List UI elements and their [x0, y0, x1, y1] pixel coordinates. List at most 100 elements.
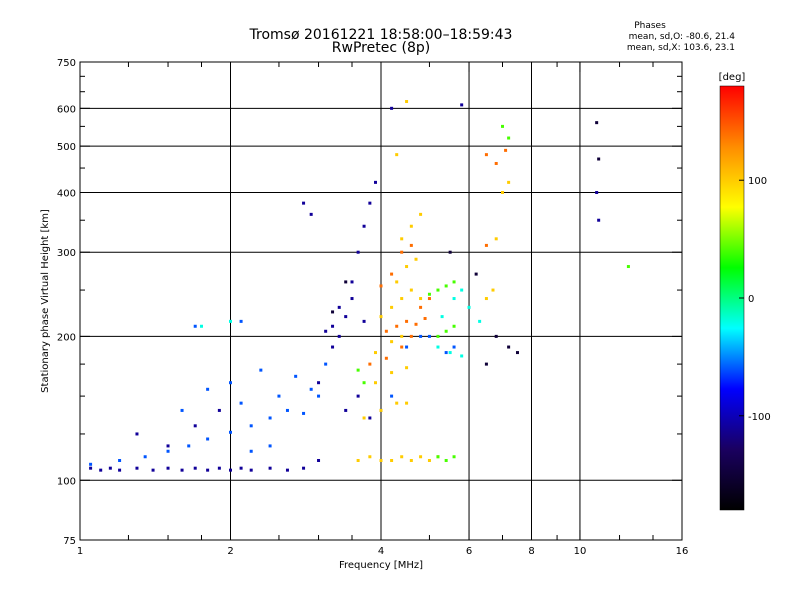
data-point — [484, 243, 488, 247]
data-point — [249, 468, 253, 472]
x-tick-label: 4 — [378, 546, 384, 557]
data-point — [268, 466, 272, 470]
data-point — [494, 237, 498, 241]
data-point — [419, 297, 423, 301]
data-point — [400, 250, 404, 254]
x-tick-label: 16 — [676, 546, 689, 557]
data-point — [419, 212, 423, 216]
colorbar-label: [deg] — [719, 72, 746, 83]
data-point — [368, 362, 372, 366]
data-point — [507, 180, 511, 184]
data-point — [324, 362, 328, 366]
data-point — [484, 297, 488, 301]
data-point — [166, 444, 170, 448]
data-point — [460, 103, 464, 107]
data-point — [193, 324, 197, 328]
data-point — [180, 408, 184, 412]
data-point — [491, 288, 495, 292]
data-point — [331, 345, 335, 349]
data-point — [229, 430, 232, 434]
data-point — [285, 408, 289, 412]
data-point — [400, 345, 404, 349]
data-point — [350, 280, 354, 284]
data-point — [379, 315, 383, 319]
data-point — [193, 424, 197, 428]
data-point — [344, 315, 348, 319]
data-point — [374, 180, 378, 184]
scatter-points — [89, 100, 630, 472]
data-point — [362, 224, 366, 228]
data-point — [504, 148, 508, 152]
data-point — [405, 100, 409, 104]
data-point — [344, 408, 348, 412]
data-point — [474, 272, 478, 276]
data-point — [374, 381, 378, 385]
colorbar-tick-label: -100 — [748, 412, 771, 423]
data-point — [324, 329, 328, 333]
data-point — [302, 201, 306, 205]
data-point — [379, 458, 383, 462]
data-point — [356, 394, 360, 398]
data-point — [206, 387, 210, 391]
data-point — [395, 324, 399, 328]
data-point — [405, 366, 409, 370]
data-point — [285, 468, 289, 472]
data-point — [595, 190, 599, 194]
data-point — [597, 218, 601, 222]
data-point — [452, 324, 456, 328]
data-point — [444, 329, 448, 333]
data-point — [108, 466, 112, 470]
data-point — [374, 351, 378, 355]
data-point — [626, 265, 630, 269]
data-point — [452, 345, 456, 349]
data-point — [400, 297, 404, 301]
data-point — [268, 416, 272, 420]
data-point — [427, 292, 431, 296]
data-point — [368, 201, 372, 205]
axis-ticks: 1 2 4 6 8 10 16 75 100 200 300 400 500 600 750 — [57, 58, 688, 557]
data-point — [294, 374, 298, 378]
data-point — [400, 334, 404, 338]
data-point — [206, 468, 210, 472]
data-point — [427, 297, 431, 301]
data-point — [166, 449, 170, 453]
data-point — [507, 136, 511, 140]
data-point — [384, 329, 388, 333]
data-point — [187, 444, 191, 448]
data-point — [350, 297, 354, 301]
data-point — [277, 394, 281, 398]
y-tick-label: 200 — [57, 332, 76, 343]
x-tick-label: 1 — [77, 546, 83, 557]
data-point — [337, 305, 341, 309]
data-point — [249, 424, 253, 428]
data-point — [452, 455, 456, 459]
data-point — [193, 466, 197, 470]
y-tick-label: 75 — [63, 536, 76, 547]
data-point — [344, 280, 348, 284]
data-point — [427, 458, 431, 462]
data-point — [362, 319, 366, 323]
y-tick-label: 300 — [57, 248, 76, 259]
data-point — [390, 371, 394, 375]
y-tick-label: 500 — [57, 142, 76, 153]
data-point — [597, 157, 601, 161]
y-axis-title: Stationary phase Virtual Height [km] — [40, 209, 51, 393]
data-point — [400, 455, 404, 459]
data-point — [135, 432, 139, 436]
data-point — [390, 106, 394, 110]
data-point — [414, 257, 418, 261]
phase-stats-o-mode: mean, sd,O: -80.6, 21.4 — [628, 32, 735, 42]
data-point — [419, 334, 423, 338]
data-point — [409, 288, 413, 292]
data-point — [436, 288, 440, 292]
x-axis-title: Frequency [MHz] — [339, 560, 423, 571]
data-point — [135, 466, 139, 470]
data-point — [118, 458, 122, 462]
data-point — [595, 121, 599, 125]
data-point — [143, 455, 147, 459]
data-point — [400, 237, 404, 241]
x-tick-label: 10 — [574, 546, 587, 557]
data-point — [268, 444, 272, 448]
data-point — [379, 284, 383, 288]
